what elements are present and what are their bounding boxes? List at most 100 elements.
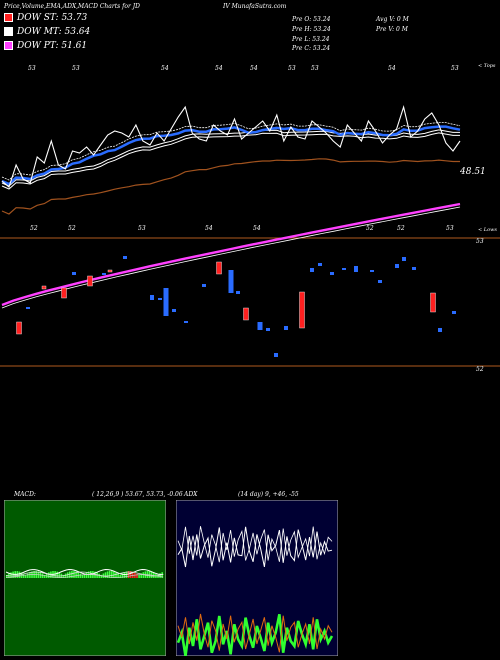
legend-swatch-pt <box>4 41 13 50</box>
candle-mark <box>354 266 358 272</box>
macd-line <box>5 568 164 576</box>
top-tick-label: 53 <box>72 65 80 72</box>
top-tick-label: 53 <box>451 65 459 72</box>
macd-histogram-bar <box>41 573 44 578</box>
macd-histogram-bar <box>111 571 113 578</box>
candle-mark <box>216 261 222 275</box>
top-tick-label: 54 <box>250 65 258 72</box>
macd-histogram-bar <box>27 573 29 578</box>
top-tick-label: 53 <box>288 65 296 72</box>
candle-mark <box>150 295 154 300</box>
adx-minus-di-line <box>177 613 333 653</box>
top-tick-label: 53 <box>311 65 319 72</box>
candle-mark <box>163 288 169 316</box>
macd-histogram-bar <box>132 571 134 578</box>
candle-mark <box>430 292 436 313</box>
legend-label-mt: DOW MT: 53.64 <box>17 26 91 37</box>
adx-params: (14 day) 9, +46, -55 <box>238 491 299 498</box>
candle-mark <box>87 275 93 287</box>
ema-mid-line <box>1 132 460 190</box>
candle-mark <box>202 284 206 287</box>
candle-mark <box>452 311 456 314</box>
macd-histogram-bar <box>98 573 100 578</box>
legend-dow-mt: DOW MT: 53.64 <box>4 26 90 37</box>
legend-dow-st: DOW ST: 53.73 <box>4 12 87 23</box>
macd-histogram-bar <box>64 573 67 578</box>
info-pre-low: Pre L: 53.24 <box>292 36 330 43</box>
candle-mark <box>41 285 47 290</box>
candle-mark <box>16 321 22 335</box>
macd-histogram-bar <box>6 575 8 578</box>
macd-extra-line <box>5 574 164 578</box>
macd-histogram-bar <box>100 574 103 578</box>
macd-histogram-bar <box>123 572 126 578</box>
legend-swatch-mt <box>4 27 13 36</box>
macd-histogram-bar <box>142 572 145 578</box>
bottom-tick-label: 53 <box>138 225 146 232</box>
candle-mark <box>184 321 188 323</box>
price-chart: < Tops < Lows 48.51 53 52 53 53 54 54 54 53 53 54 53 5… <box>0 63 500 373</box>
candle-mark <box>123 256 127 259</box>
info-pre-open: Pre O: 53.24 <box>292 16 331 23</box>
candle-mark <box>274 353 278 357</box>
ema-short-dotted-line <box>1 122 461 181</box>
macd-histogram-bar <box>75 571 77 578</box>
macd-histogram-bar <box>106 571 109 578</box>
candle-mark <box>107 269 113 273</box>
bottom-tick-label: 52 <box>397 225 405 232</box>
candle-mark <box>236 291 240 294</box>
candle-mark <box>257 322 263 330</box>
macd-histogram-bar <box>29 572 31 578</box>
macd-histogram-bar <box>138 574 140 578</box>
macd-label: MACD: <box>14 491 36 498</box>
candle-mark <box>402 257 406 261</box>
macd-histogram-bar <box>104 572 107 578</box>
trend-magenta-line <box>1 202 461 307</box>
adx-panel <box>176 500 338 656</box>
last-price-label: 48.51 <box>459 167 486 177</box>
long-ema-line <box>1 158 460 215</box>
bottom-tick-label: 52 <box>68 225 76 232</box>
macd-histogram-bar <box>129 571 132 578</box>
candle-mark <box>72 272 76 275</box>
macd-histogram-bar <box>22 573 25 578</box>
macd-params: ( 12,26,9 ) 53.67, 53.73, -0.06 <box>92 491 183 498</box>
tops-label: < Tops <box>478 63 496 69</box>
adx-line-secondary <box>177 526 333 563</box>
candle-mark <box>61 287 67 299</box>
macd-histogram-bar <box>140 573 142 578</box>
bottom-tick-label: 53 <box>446 225 454 232</box>
adx-plus-di-line <box>176 614 334 656</box>
macd-histogram-bar <box>119 574 121 578</box>
macd-histogram-bar <box>10 572 12 578</box>
top-tick-label: 54 <box>161 65 169 72</box>
info-pre-high: Pre H: 53.24 <box>292 26 331 33</box>
adx-label: ADX <box>184 491 198 498</box>
candle-mark <box>378 280 382 283</box>
bottom-tick-label: 52 <box>30 225 38 232</box>
adx-line <box>177 526 333 568</box>
macd-histogram-bar <box>79 573 82 578</box>
top-tick-label: 53 <box>28 65 36 72</box>
macd-histogram-bar <box>115 572 117 578</box>
candle-mark <box>102 273 106 275</box>
macd-histogram-bar <box>20 572 23 578</box>
macd-histogram-bar <box>62 574 65 578</box>
legend-label-pt: DOW PT: 51.61 <box>17 40 88 51</box>
macd-signal-line <box>5 571 164 577</box>
legend-label-st: DOW ST: 53.73 <box>17 12 88 23</box>
candle-mark <box>412 267 416 270</box>
candle-mark <box>318 263 322 266</box>
macd-histogram-bar <box>71 571 73 578</box>
candle-mark <box>330 272 334 275</box>
macd-histogram-bar <box>43 574 46 578</box>
top-tick-label: 54 <box>215 65 223 72</box>
macd-histogram-bar <box>69 571 71 578</box>
chart-title-left: Price,Volume,EMA,ADX,MACD Charts for JD <box>4 3 140 10</box>
macd-histogram-bar <box>85 572 88 578</box>
candle-mark <box>243 307 249 321</box>
close-price-line <box>1 104 461 188</box>
legend-dow-pt: DOW PT: 51.61 <box>4 40 87 51</box>
bottom-tick-label: 54 <box>253 225 261 232</box>
macd-histogram-bar <box>48 572 50 578</box>
